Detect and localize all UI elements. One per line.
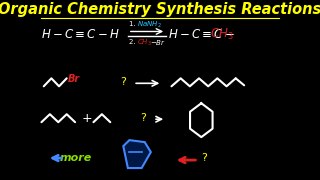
Text: +: +	[81, 112, 92, 125]
Text: $CH_3$: $CH_3$	[211, 27, 234, 42]
Text: more: more	[60, 153, 92, 163]
Text: ?: ?	[120, 77, 126, 87]
Text: $-Br$: $-Br$	[150, 38, 166, 47]
Text: $H-C\equiv C-H$: $H-C\equiv C-H$	[42, 28, 120, 41]
Polygon shape	[123, 140, 151, 168]
Text: ?: ?	[140, 113, 146, 123]
Text: Organic Chemistry Synthesis Reactions: Organic Chemistry Synthesis Reactions	[0, 2, 320, 17]
Text: Br: Br	[68, 74, 80, 84]
Text: $H-C\equiv C-$: $H-C\equiv C-$	[168, 28, 235, 41]
Text: $NaNH_2$: $NaNH_2$	[137, 19, 162, 30]
Text: 2.: 2.	[129, 39, 138, 45]
Text: $CH_3$: $CH_3$	[137, 37, 152, 48]
Text: ?: ?	[201, 153, 207, 163]
Text: 1.: 1.	[129, 21, 138, 28]
